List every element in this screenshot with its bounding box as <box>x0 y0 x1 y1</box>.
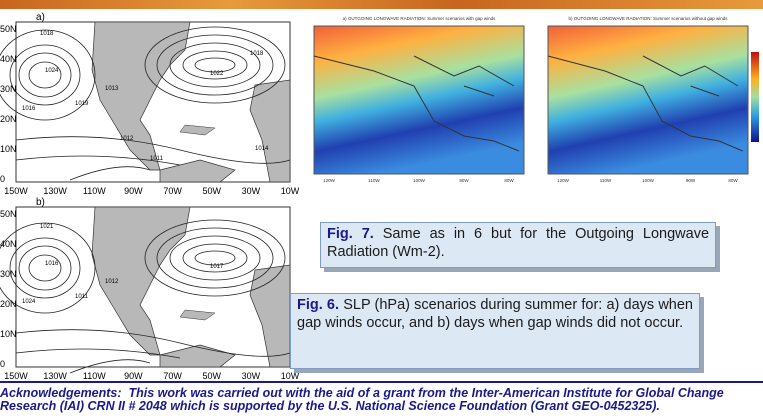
lon-label: 90W <box>124 371 143 380</box>
olr-lon-label: 110W <box>368 178 380 183</box>
contour-label: 1011 <box>150 156 164 162</box>
lat-label: 10N <box>0 329 17 339</box>
fig7-label: Fig. 7. <box>327 226 374 242</box>
lon-label: 30W <box>242 186 261 196</box>
slp-panel-a <box>0 22 290 182</box>
lon-label: 30W <box>242 371 261 380</box>
lat-label: 0 <box>0 174 5 184</box>
contour-label: 1018 <box>40 31 54 37</box>
olr-lon-label: 110W <box>600 178 612 183</box>
contour-label: 1019 <box>75 101 89 107</box>
contour-label: 1014 <box>255 146 269 152</box>
olr-lon-label: 80W <box>504 178 514 183</box>
contour-label: 1016 <box>45 261 59 267</box>
lat-label: 40N <box>0 54 17 64</box>
ack-line2: Research (IAI) CRN II # 2048 which is su… <box>0 399 660 413</box>
lon-label: 50W <box>202 371 221 380</box>
fig6-label: Fig. 6. <box>297 297 339 313</box>
contour-label: 1011 <box>75 294 89 300</box>
lon-label: 150W <box>4 371 28 380</box>
lon-label: 50W <box>202 186 221 196</box>
ack-label: Acknowledgements: <box>0 386 122 400</box>
poster-section: a) 50N 40N 30N 20N 10N 0 150W 130W 110W 90W 70W 50W 3… <box>0 0 763 419</box>
lat-label: 20N <box>0 114 17 124</box>
contour-label: 1024 <box>45 68 59 74</box>
lat-label: 0 <box>0 359 5 369</box>
acknowledgements: Acknowledgements: This work was carried … <box>0 381 763 419</box>
olr-lon-label: 100W <box>413 178 426 183</box>
olr-lon-label: 100W <box>642 178 655 183</box>
contour-label: 1021 <box>40 224 54 230</box>
olr-maps: a) OUTGOING LONGWAVE RADIATION: Summer s… <box>310 12 763 187</box>
olr-lon-label: 120W <box>557 178 570 183</box>
olr-lon-label: 120W <box>323 178 336 183</box>
lat-label: 30N <box>0 84 17 94</box>
lon-label: 130W <box>43 186 67 196</box>
lon-label: 130W <box>43 371 67 380</box>
lon-label: 70W <box>163 371 182 380</box>
contour-label: 1012 <box>105 279 119 285</box>
fig7-text: Same as in 6 but for the Outgoing Longwa… <box>327 226 709 260</box>
lat-label: 50N <box>0 209 17 219</box>
panel-label: b) <box>36 197 45 208</box>
contour-label: 1013 <box>105 86 119 92</box>
ack-line1: This work was carried out with the aid o… <box>129 386 724 400</box>
lon-label: 150W <box>4 186 28 196</box>
olr-lon-label: 80W <box>728 178 738 183</box>
contour-label: 1012 <box>120 136 134 142</box>
olr-panel-a <box>314 26 524 174</box>
lon-label: 10W <box>281 186 300 196</box>
olr-panel-b <box>548 26 748 174</box>
colorbar <box>751 52 759 142</box>
lon-label: 110W <box>83 371 106 380</box>
decor-strip <box>0 0 763 9</box>
contour-label: 1024 <box>22 299 36 305</box>
olr-lon-label: 90W <box>686 178 696 183</box>
lat-label: 40N <box>0 239 17 249</box>
slp-maps: a) 50N 40N 30N 20N 10N 0 150W 130W 110W 90W 70W 50W 3… <box>0 10 300 380</box>
contour-label: 1016 <box>22 106 36 112</box>
fig6-caption: Fig. 6. SLP (hPa) scenarios during summe… <box>290 293 700 369</box>
lat-label: 50N <box>0 24 17 34</box>
olr-lon-label: 90W <box>459 178 469 183</box>
fig6-text: SLP (hPa) scenarios during summer for: a… <box>297 297 693 331</box>
olr-title: a) OUTGOING LONGWAVE RADIATION: Summer s… <box>343 16 496 21</box>
lat-label: 30N <box>0 269 17 279</box>
contour-label: 1018 <box>250 51 264 57</box>
olr-title: b) OUTGOING LONGWAVE RADIATION: Summer s… <box>569 16 729 21</box>
contour-label: 1017 <box>210 264 224 270</box>
lon-label: 90W <box>124 186 143 196</box>
slp-panel-b <box>0 207 290 373</box>
lat-label: 10N <box>0 144 17 154</box>
lon-label: 10W <box>281 371 300 380</box>
panel-label: a) <box>36 12 45 23</box>
lat-label: 20N <box>0 299 17 309</box>
fig7-caption: Fig. 7. Same as in 6 but for the Outgoin… <box>320 222 716 268</box>
lon-label: 70W <box>163 186 182 196</box>
lon-label: 110W <box>83 186 106 196</box>
contour-label: 1022 <box>210 71 224 77</box>
